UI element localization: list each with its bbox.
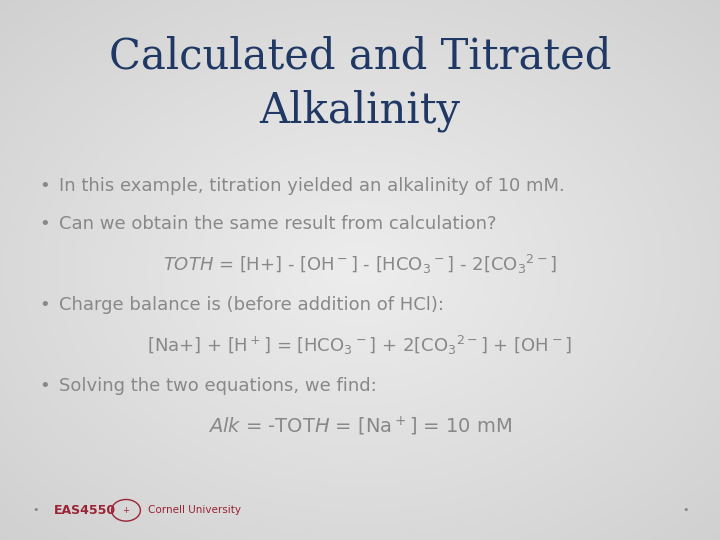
Text: •: • bbox=[40, 377, 50, 395]
Text: Can we obtain the same result from calculation?: Can we obtain the same result from calcu… bbox=[59, 215, 497, 233]
Text: In this example, titration yielded an alkalinity of 10 mM.: In this example, titration yielded an al… bbox=[59, 177, 564, 195]
Text: •: • bbox=[40, 296, 50, 314]
Text: Calculated and Titrated: Calculated and Titrated bbox=[109, 36, 611, 78]
Text: •: • bbox=[682, 505, 689, 515]
Text: $\mathit{TOTH}$ = [H+] - [OH$^-$] - [HCO$_3$$^-$] - 2[CO$_3$$^{2-}$]: $\mathit{TOTH}$ = [H+] - [OH$^-$] - [HCO… bbox=[163, 253, 557, 276]
Text: $\mathit{Alk}$ = -TOT$\mathit{H}$ = [Na$^+$] = 10 mM: $\mathit{Alk}$ = -TOT$\mathit{H}$ = [Na$… bbox=[208, 415, 512, 438]
Text: •: • bbox=[40, 215, 50, 233]
Text: Alkalinity: Alkalinity bbox=[259, 90, 461, 132]
Text: +: + bbox=[122, 506, 130, 515]
Text: EAS4550: EAS4550 bbox=[54, 504, 116, 517]
Text: Charge balance is (before addition of HCl):: Charge balance is (before addition of HC… bbox=[59, 296, 444, 314]
Text: •: • bbox=[40, 177, 50, 195]
Text: •: • bbox=[32, 505, 40, 515]
Text: [Na+] + [H$^+$] = [HCO$_3$$^-$] + 2[CO$_3$$^{2-}$] + [OH$^-$]: [Na+] + [H$^+$] = [HCO$_3$$^-$] + 2[CO$_… bbox=[148, 334, 572, 357]
Text: Cornell University: Cornell University bbox=[148, 505, 240, 515]
Text: Solving the two equations, we find:: Solving the two equations, we find: bbox=[59, 377, 377, 395]
